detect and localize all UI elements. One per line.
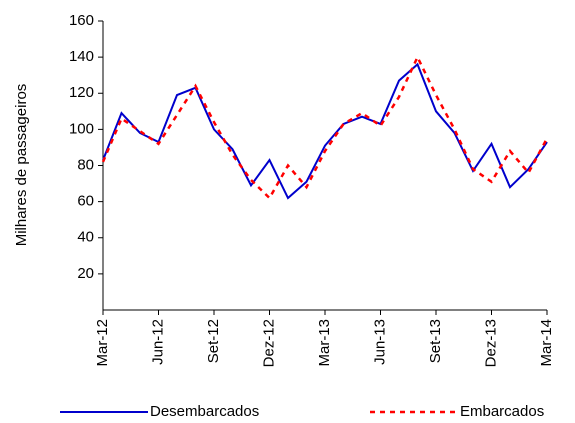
series-line — [102, 62, 548, 200]
x-tick-label: Set-12 — [205, 319, 222, 363]
y-tick-label: 160 — [69, 12, 94, 29]
y-tick-label: 40 — [77, 229, 94, 246]
legend-label: Desembarcados — [150, 403, 259, 420]
y-tick-label: 60 — [77, 193, 94, 210]
y-tick-label: 80 — [77, 156, 94, 173]
y-axis-label: Milhares de passageiros — [13, 84, 30, 247]
x-tick-label: Mar-13 — [316, 319, 333, 367]
x-tick-label: Mar-12 — [94, 319, 111, 367]
y-tick-label: 120 — [69, 84, 94, 101]
x-tick-label: Jun-13 — [371, 319, 388, 365]
y-tick-label: 100 — [69, 120, 94, 137]
x-tick-label: Jun-12 — [149, 319, 166, 365]
x-tick-label: Set-13 — [427, 319, 444, 363]
x-tick-label: Mar-14 — [538, 319, 555, 367]
x-tick-label: Dez-12 — [260, 319, 277, 367]
series-line — [101, 54, 549, 201]
y-tick-label: 20 — [77, 265, 94, 282]
x-tick-label: Dez-13 — [482, 319, 499, 367]
legend-label: Embarcados — [460, 403, 544, 420]
y-tick-label: 140 — [69, 48, 94, 65]
